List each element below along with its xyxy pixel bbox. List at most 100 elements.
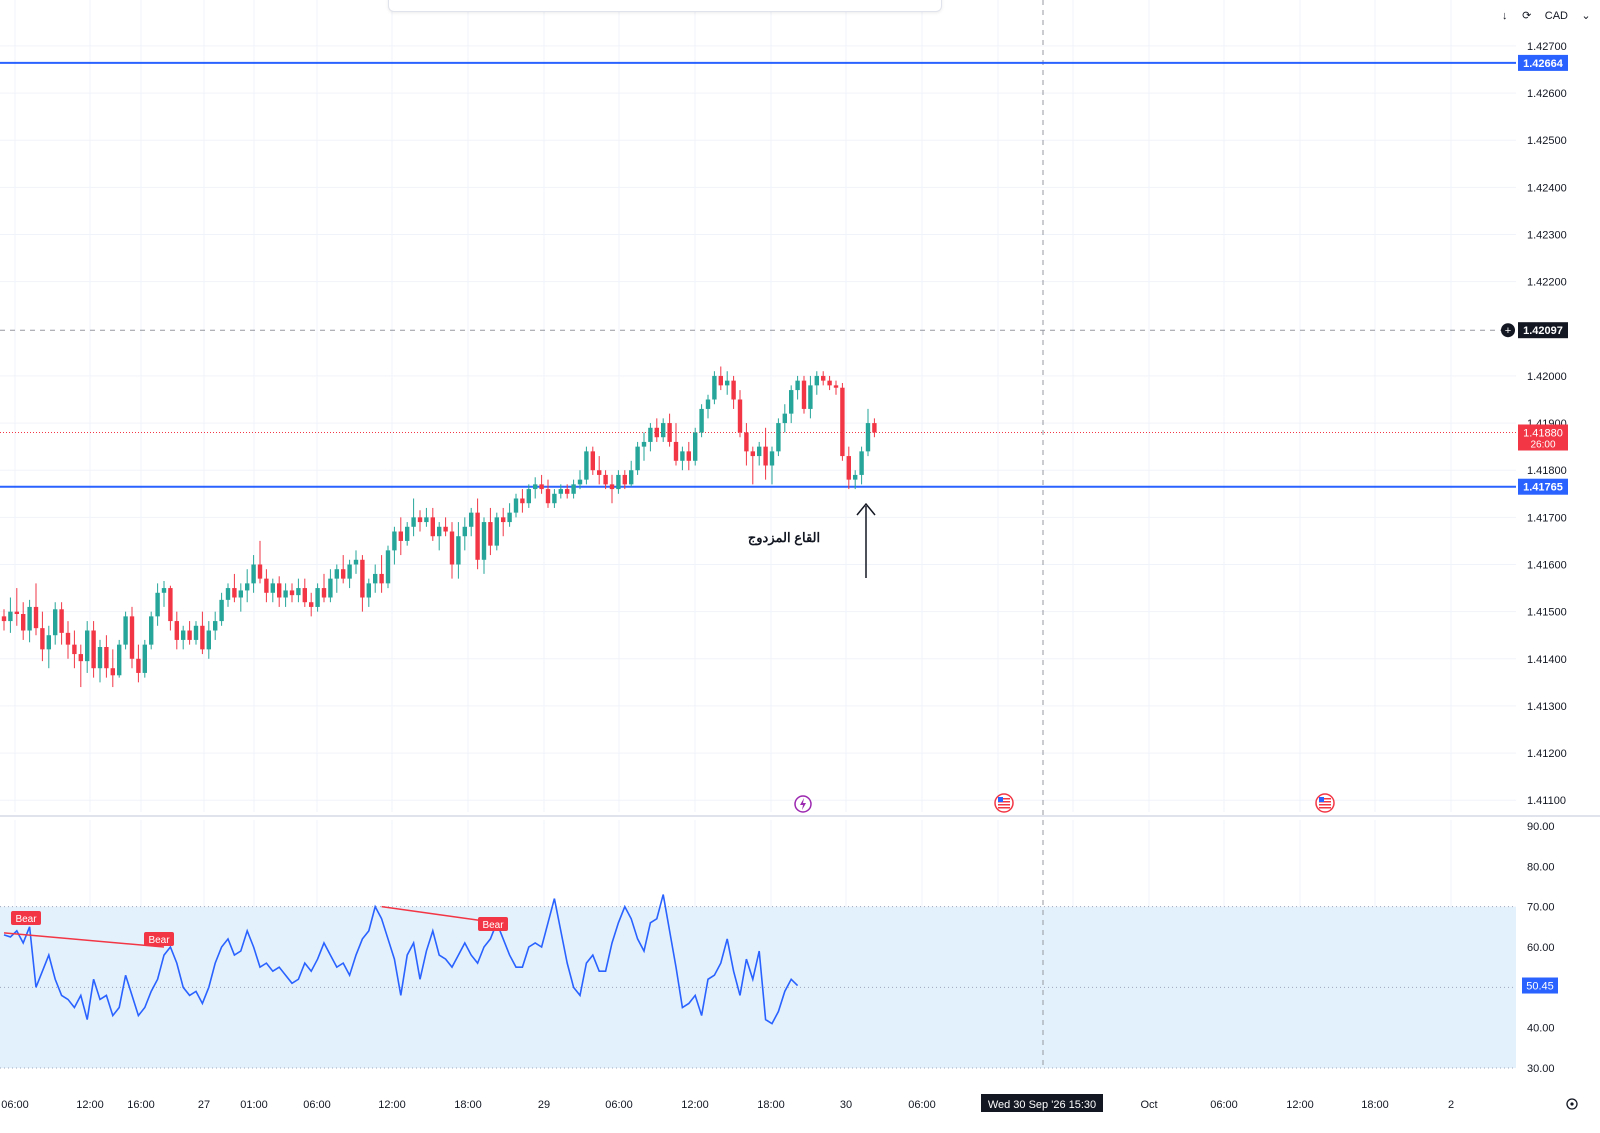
candle-body: [347, 564, 352, 579]
candle: [801, 375, 807, 414]
candle: [123, 611, 128, 650]
candle: [104, 635, 109, 678]
us-flag-icon-canton: [998, 797, 1003, 802]
last-price-label-bg: [1518, 424, 1568, 451]
candle: [782, 404, 787, 433]
candle-body: [385, 550, 391, 584]
download-icon[interactable]: ↓: [1502, 10, 1508, 22]
rsi-last-label: 50.45: [1522, 977, 1558, 994]
candle-body: [155, 592, 160, 617]
candle: [110, 649, 115, 688]
candle-body: [283, 590, 288, 598]
candle: [641, 432, 647, 461]
candle-body: [577, 479, 583, 485]
candle-body: [213, 621, 218, 631]
candle-body: [40, 628, 45, 650]
candle: [552, 489, 557, 508]
candle-body: [200, 625, 205, 650]
candle-body: [558, 489, 563, 494]
candle-body: [769, 451, 775, 466]
candle: [750, 446, 755, 485]
candle-body: [744, 432, 749, 452]
chevron-down-icon[interactable]: ⌄: [1581, 10, 1591, 22]
candle-body: [27, 606, 32, 631]
candle-body: [104, 647, 109, 669]
candle-body: [673, 441, 679, 461]
candle: [174, 611, 179, 650]
time-axis-tick: Oct: [1140, 1099, 1157, 1111]
candle: [219, 592, 224, 626]
candle-body: [750, 451, 755, 457]
candle-body: [270, 583, 275, 593]
candle-body: [539, 484, 544, 490]
candle: [590, 446, 595, 475]
candle-body: [821, 375, 826, 381]
candle: [65, 621, 71, 659]
candle-body: [757, 446, 762, 457]
drawing-toolbar[interactable]: [388, 0, 942, 12]
candle-body: [8, 611, 13, 622]
candle: [257, 540, 263, 584]
candle-body: [53, 609, 58, 636]
candle-body: [328, 578, 333, 598]
price-axis-tick: 1.41800: [1527, 465, 1567, 477]
crosshair-date-label-bg: [981, 1094, 1103, 1112]
candle: [181, 625, 186, 650]
candle: [833, 380, 839, 395]
candle-body: [33, 606, 39, 629]
candle: [744, 423, 749, 466]
price-line-label-text: 1.42664: [1523, 58, 1564, 70]
candle: [213, 611, 218, 640]
candle-body: [584, 451, 589, 480]
candle: [693, 427, 698, 466]
candle-body: [232, 588, 237, 598]
candle-body: [469, 512, 474, 527]
candle-body: [795, 380, 800, 391]
candle: [840, 383, 845, 461]
candle-body: [565, 489, 570, 494]
candle-body: [763, 446, 768, 466]
bear-label-text: Bear: [15, 914, 37, 925]
candle: [763, 427, 768, 480]
us-flag-icon-ring: [1315, 793, 1335, 813]
gear-icon: [1566, 1098, 1578, 1110]
time-axis-tick: 01:00: [240, 1099, 268, 1111]
candle: [283, 583, 288, 607]
crosshair-price-label-text: 1.42097: [1523, 325, 1563, 337]
candle-body: [456, 536, 461, 565]
double-bottom-label: القاع المزدوج: [748, 530, 820, 546]
candle: [571, 479, 576, 499]
candle-body: [667, 423, 672, 442]
bear-label-bg: [478, 917, 508, 931]
refresh-icon[interactable]: ⟳: [1522, 10, 1532, 22]
candle-body: [712, 375, 717, 400]
candle-body: [494, 517, 499, 546]
candle: [200, 611, 205, 655]
candle: [437, 522, 442, 551]
candle: [8, 597, 13, 633]
candle-body: [699, 408, 704, 433]
candle-body: [872, 423, 877, 433]
candle: [526, 484, 531, 508]
candle: [289, 583, 295, 603]
divergence-line: [3, 932, 165, 948]
candle-body: [661, 423, 666, 438]
candle: [673, 423, 679, 466]
candle: [661, 418, 666, 442]
time-axis-tick: 12:00: [378, 1099, 406, 1111]
candle-body: [501, 517, 506, 523]
candle-body: [238, 590, 243, 598]
rsi-axis-tick: 40.00: [1527, 1023, 1555, 1035]
price-axis-tick: 1.42200: [1527, 277, 1567, 289]
candle-body: [245, 583, 250, 591]
candle-body: [85, 630, 90, 662]
candle-body: [648, 427, 653, 442]
candle: [27, 599, 32, 643]
candle: [353, 550, 359, 574]
currency-label[interactable]: CAD: [1544, 10, 1568, 22]
us-flag-icon-stripe: [1319, 798, 1331, 800]
rsi-axis-tick: 90.00: [1527, 821, 1555, 833]
candle: [494, 512, 499, 551]
candle-body: [97, 647, 103, 669]
